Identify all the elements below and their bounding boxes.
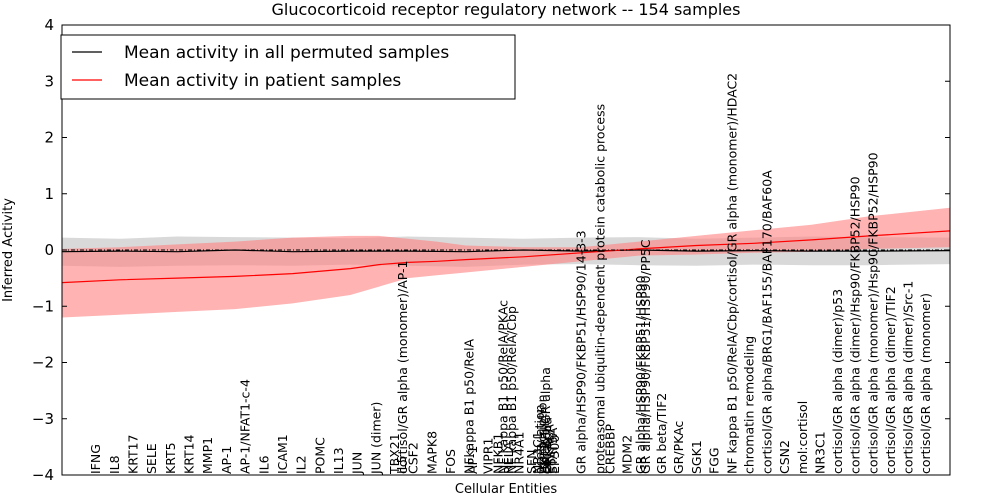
entity-labels: IFNG IL8 KRT17 SELE KRT5 KRT14 MMP1 AP-1 AP-1/NF… (88, 73, 933, 475)
entity-label: cortisol/GR alpha (dimer)/TIF2 (883, 286, 898, 474)
entity-label: CREBBP (603, 424, 618, 474)
line-patient (61, 230, 951, 284)
entity-label: IL13 (331, 447, 346, 474)
legend: Mean activity in all permuted samples Me… (60, 34, 516, 100)
entity-label: GR/PKAc (671, 421, 686, 474)
entity-label: RELA (501, 441, 516, 474)
x-axis-label: Cellular Entities (455, 482, 557, 497)
y-tick-label: 4 (44, 16, 54, 34)
legend-box (60, 34, 516, 100)
entity-label: NR3C1 (530, 431, 545, 474)
entity-label: proteasomal ubiquitin-dependent protein … (592, 104, 607, 474)
entity-label: GR alpha/HSP90/FKBP51/HSP90 (633, 275, 648, 474)
entity-label: IL2 (294, 455, 309, 474)
entity-label: MAPK8 (424, 431, 439, 474)
entity-label: transcription (534, 395, 549, 475)
entity-label: KRT17 (126, 434, 141, 474)
entity-label: NF kappa B1 p50/RelA/Cbp/cortisol/GR alp… (724, 73, 739, 474)
entity-label: cortisol/GR alpha/BRG1/BAF155/BAF170/BAF… (760, 170, 775, 474)
line-permuted (61, 249, 951, 253)
entity-label: PRKACA (541, 424, 556, 474)
entity-label: IL5 (394, 455, 409, 474)
entity-label: cortisol/GR alpha (monomer)/AP-1 (395, 261, 410, 475)
entity-label: NR4A1 (511, 432, 526, 475)
entity-label: JUN (dimer) (368, 402, 383, 475)
entity-label: GR beta/TIF2 (654, 393, 669, 474)
entity-label: SFN (524, 450, 539, 474)
entity-label: STAT5A (545, 427, 560, 474)
y-axis: −4 −3 −2 −1 0 1 2 3 4 (32, 16, 950, 484)
y-tick-label: −3 (32, 410, 54, 428)
entity-label: cortisol/GR alpha (dimer)/Hsp90/FKBP52/H… (848, 176, 863, 474)
entity-label: cortisol/GR alpha (dimer)/Src-1 (901, 281, 916, 474)
legend-label-permuted: Mean activity in all permuted samples (124, 43, 449, 63)
entity-label: AP-1/NFAT1-c-4 (238, 379, 253, 474)
entity-label: AP-1 (465, 446, 480, 474)
entity-label: FOS (443, 449, 458, 474)
entity-label: CSN2 (777, 440, 792, 474)
entity-label: cortisol/GR alpha (538, 367, 553, 474)
entity-label: chromatin remodeling (742, 336, 757, 474)
entity-label: GR alpha/HSP90/FKBP51/HSP90/14-3-3 (574, 230, 589, 474)
entity-label: cortisol/GR alpha (monomer) (918, 293, 933, 474)
entity-label: VIPR1 (480, 438, 495, 474)
y-tick-label: 0 (44, 241, 54, 259)
entity-label: cortisol/GR alpha (dimer)/p53 (830, 289, 845, 474)
entity-label: NF kappa B1 p50/RelA/Cbp (504, 306, 519, 474)
y-tick-label: 2 (44, 129, 54, 147)
y-tick-label: −2 (32, 354, 54, 372)
entity-label: IL8 (107, 455, 122, 474)
entity-label: ICAM1 (275, 434, 290, 474)
entity-label: GR alpha/HSP90/FKBP51/HSP90/PP5C (638, 239, 653, 474)
entity-label: NFkappa B1 p50/RelA (462, 338, 477, 474)
y-tick-label: −1 (32, 297, 54, 315)
entity-label: NR3C1 (812, 431, 827, 474)
y-tick-label: 3 (44, 72, 54, 90)
entity-label: POMC (312, 437, 327, 474)
entity-label: acetylation (532, 404, 547, 474)
entity-label: EP300 (547, 435, 562, 474)
entity-label: SELE (144, 443, 159, 474)
y-tick-label: 1 (44, 185, 54, 203)
entity-label: CSF2 (406, 442, 421, 474)
entity-label: GR alpha (540, 417, 555, 474)
entity-label: SGK1 (689, 440, 704, 474)
legend-label-patient: Mean activity in patient samples (124, 71, 401, 91)
chart-title: Glucocorticoid receptor regulatory netwo… (272, 0, 741, 19)
y-tick-label: −4 (32, 466, 54, 484)
entity-label: IL6 (256, 455, 271, 474)
y-axis-label: Inferred Activity (1, 198, 16, 302)
entity-label: IFNG (88, 444, 103, 474)
entity-label: AKT1 (536, 443, 551, 474)
band-patient (62, 207, 950, 318)
entity-label: FGG (707, 447, 722, 474)
entity-label: TBX21 (387, 433, 402, 475)
entity-label: KRT14 (182, 434, 197, 474)
entity-label: JUN (350, 452, 365, 475)
entity-label: MMP1 (200, 437, 215, 474)
entity-label: NF kappa B1 p50/RelA/PKAc (496, 300, 511, 474)
entity-label: NFKB1 (491, 433, 506, 474)
entity-label: AP-1 (219, 446, 234, 474)
entity-label: MDM2 (619, 435, 634, 474)
entity-label: KRT5 (163, 442, 178, 474)
series-lines (61, 230, 951, 284)
entity-label: cortisol/GR alpha (monomer)/Hsp90/FKBP52… (865, 152, 880, 474)
entity-label: mol:cortisol (795, 401, 810, 474)
